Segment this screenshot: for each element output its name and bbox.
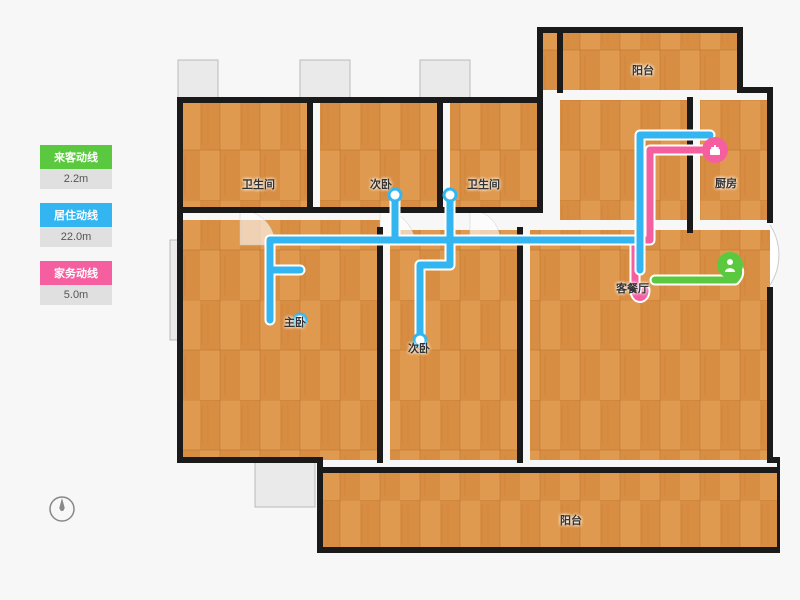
room-label: 阳台 bbox=[560, 512, 582, 528]
room-label: 客餐厅 bbox=[616, 280, 649, 296]
legend-value-guest: 2.2m bbox=[40, 169, 112, 189]
floorplan-diagram bbox=[150, 20, 780, 580]
room-label: 次卧 bbox=[370, 176, 392, 192]
compass-icon bbox=[48, 495, 76, 523]
person-icon bbox=[717, 252, 743, 278]
room-label: 阳台 bbox=[632, 62, 654, 78]
room-label: 次卧 bbox=[408, 340, 430, 356]
pot-icon bbox=[702, 137, 728, 163]
legend-label-living: 居住动线 bbox=[40, 203, 112, 227]
legend-item-living: 居住动线 22.0m bbox=[40, 203, 112, 247]
legend-label-guest: 来客动线 bbox=[40, 145, 112, 169]
room-label: 卫生间 bbox=[467, 176, 500, 192]
legend-value-living: 22.0m bbox=[40, 227, 112, 247]
legend-value-chore: 5.0m bbox=[40, 285, 112, 305]
room-label: 主卧 bbox=[284, 314, 306, 330]
legend-item-chore: 家务动线 5.0m bbox=[40, 261, 112, 305]
legend-label-chore: 家务动线 bbox=[40, 261, 112, 285]
room-label: 卫生间 bbox=[242, 176, 275, 192]
legend-item-guest: 来客动线 2.2m bbox=[40, 145, 112, 189]
room-label: 厨房 bbox=[715, 175, 737, 191]
legend-panel: 来客动线 2.2m 居住动线 22.0m 家务动线 5.0m bbox=[40, 145, 112, 319]
